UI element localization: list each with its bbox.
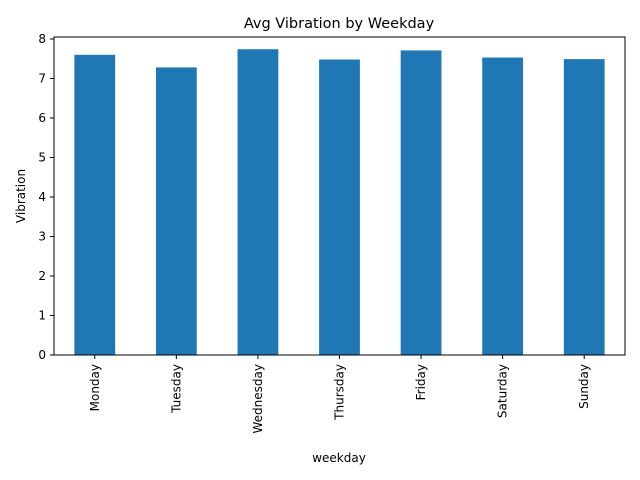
y-tick-label: 1 — [38, 308, 46, 322]
y-tick-label: 7 — [38, 71, 46, 85]
x-tick-label: Tuesday — [169, 364, 183, 414]
bar-monday — [74, 54, 116, 355]
x-tick-label: Sunday — [577, 364, 591, 409]
x-tick-label: Monday — [88, 364, 102, 411]
x-tick-label: Friday — [414, 364, 428, 400]
y-tick-label: 2 — [38, 269, 46, 283]
chart-title: Avg Vibration by Weekday — [244, 16, 435, 32]
x-axis-ticks: Monday Tuesday Wednesday Thursday Friday Satu… — [88, 355, 591, 433]
bar-wednesday — [237, 49, 279, 355]
y-axis-label: Vibration — [14, 169, 28, 223]
bar-saturday — [482, 57, 524, 355]
x-tick-label: Wednesday — [251, 364, 265, 433]
bar-tuesday — [155, 67, 197, 355]
y-axis-ticks: 0 1 2 3 4 5 6 7 8 — [38, 32, 54, 362]
y-tick-label: 4 — [38, 190, 46, 204]
x-tick-label: Thursday — [333, 364, 347, 421]
y-tick-label: 0 — [38, 348, 46, 362]
y-tick-label: 3 — [38, 229, 46, 243]
plot-frame — [53, 36, 626, 356]
bar-thursday — [319, 59, 360, 355]
bar-friday — [400, 50, 442, 355]
bars-group — [74, 49, 605, 356]
y-tick-label: 8 — [38, 32, 46, 46]
x-tick-label: Saturday — [496, 364, 510, 418]
y-tick-label: 5 — [38, 150, 46, 164]
x-axis-label: weekday — [312, 451, 366, 465]
y-tick-label: 6 — [38, 111, 46, 125]
bar-sunday — [563, 59, 605, 356]
